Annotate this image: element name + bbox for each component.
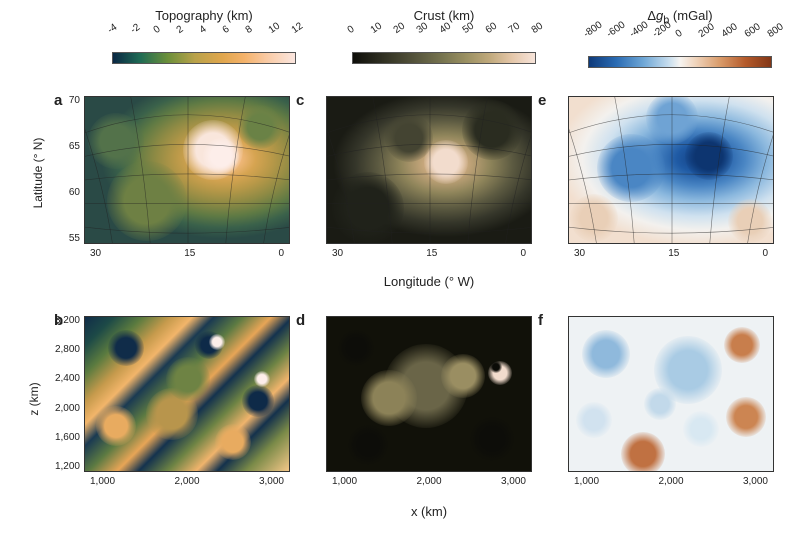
colorbar-topography: Topography (km) -4-2024681012	[112, 8, 296, 64]
ylabel-latitude: Latitude (° N)	[31, 99, 45, 247]
colorbar-topography-ticks: -4-2024681012	[112, 25, 296, 36]
panel-label-e: e	[538, 92, 546, 109]
plot-a	[84, 96, 290, 244]
ylabel-z: z (km)	[27, 321, 41, 477]
panel-grid: Latitude (° N) z (km) Longitude (° W) x …	[0, 96, 800, 536]
plot-c	[326, 96, 532, 244]
yticks-b: 1,2001,6002,0002,4002,8003,200	[44, 316, 80, 472]
xticks-d: 1,0002,0003,000	[332, 476, 526, 487]
plot-f	[568, 316, 774, 472]
colorbar-topography-bar	[112, 52, 296, 64]
panel-label-f: f	[538, 312, 543, 329]
yticks-a: 55606570	[44, 96, 80, 244]
panel-d: d1,0002,0003,000	[326, 316, 532, 472]
xticks-a: 30150	[90, 248, 284, 259]
panel-a: a5560657030150	[84, 96, 290, 244]
xlabel-x: x (km)	[326, 504, 532, 519]
colorbar-gravity-bar	[588, 56, 772, 68]
colorbar-crust-title: Crust (km)	[352, 8, 536, 23]
xticks-e: 30150	[574, 248, 768, 259]
colorbar-gravity-ticks: -800-600-400-2000200400600800	[588, 29, 772, 40]
colorbar-crust-bar	[352, 52, 536, 64]
plot-e	[568, 96, 774, 244]
panel-b: b1,2001,6002,0002,4002,8003,2001,0002,00…	[84, 316, 290, 472]
plot-b	[84, 316, 290, 472]
panel-e: e30150	[568, 96, 774, 244]
colorbar-row: Topography (km) -4-2024681012 Crust (km)…	[0, 8, 800, 86]
colorbar-crust-ticks: 01020304050607080	[352, 25, 536, 36]
panel-label-d: d	[296, 312, 305, 329]
plot-d	[326, 316, 532, 472]
figure-root: Topography (km) -4-2024681012 Crust (km)…	[0, 0, 800, 546]
xticks-b: 1,0002,0003,000	[90, 476, 284, 487]
xticks-c: 30150	[332, 248, 526, 259]
colorbar-gravity: Δgb (mGal) -800-600-400-2000200400600800	[588, 8, 772, 68]
panel-c: c30150	[326, 96, 532, 244]
panel-label-c: c	[296, 92, 304, 109]
colorbar-topography-title: Topography (km)	[112, 8, 296, 23]
panel-f: f1,0002,0003,000	[568, 316, 774, 472]
xlabel-longitude: Longitude (° W)	[326, 274, 532, 289]
xticks-f: 1,0002,0003,000	[574, 476, 768, 487]
colorbar-crust: Crust (km) 01020304050607080	[352, 8, 536, 64]
